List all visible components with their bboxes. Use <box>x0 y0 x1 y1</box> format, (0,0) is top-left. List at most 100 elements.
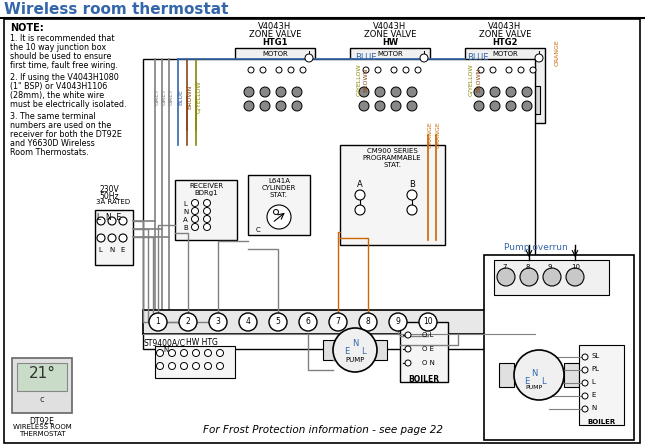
Text: 3A RATED: 3A RATED <box>96 199 130 205</box>
Circle shape <box>514 350 564 400</box>
Text: numbers are used on the: numbers are used on the <box>10 121 111 130</box>
Text: STAT.: STAT. <box>383 162 401 168</box>
Text: ZONE VALVE: ZONE VALVE <box>249 30 301 39</box>
Circle shape <box>474 101 484 111</box>
Circle shape <box>209 313 227 331</box>
Bar <box>475 60 535 80</box>
Circle shape <box>391 101 401 111</box>
Bar <box>465 48 545 123</box>
Circle shape <box>359 87 369 97</box>
Text: 6: 6 <box>306 317 310 326</box>
Text: first time, fault free wiring.: first time, fault free wiring. <box>10 61 118 70</box>
Circle shape <box>292 87 302 97</box>
Text: N: N <box>531 369 537 378</box>
Text: E: E <box>344 347 350 357</box>
Circle shape <box>582 393 588 399</box>
Text: Pump overrun: Pump overrun <box>504 243 568 252</box>
Text: L: L <box>183 201 187 207</box>
Circle shape <box>181 350 188 357</box>
Text: 5: 5 <box>275 317 281 326</box>
Bar <box>143 59 535 349</box>
Circle shape <box>119 234 127 242</box>
Text: CYLINDER: CYLINDER <box>262 185 296 191</box>
Text: 9: 9 <box>548 264 553 270</box>
Text: N: N <box>163 347 168 353</box>
Circle shape <box>329 313 347 331</box>
Circle shape <box>375 101 385 111</box>
Circle shape <box>204 207 210 215</box>
Circle shape <box>260 67 266 73</box>
Bar <box>494 260 609 295</box>
Text: V4043H: V4043H <box>488 22 522 31</box>
Text: BOILER: BOILER <box>587 419 615 425</box>
Bar <box>579 345 624 425</box>
Text: BROWN: BROWN <box>187 85 192 109</box>
Text: receiver for both the DT92E: receiver for both the DT92E <box>10 130 122 139</box>
Text: ST9400A/C: ST9400A/C <box>143 338 185 347</box>
Text: V4043H: V4043H <box>373 22 406 31</box>
Text: 2. If using the V4043H1080: 2. If using the V4043H1080 <box>10 73 119 82</box>
Bar <box>323 340 338 360</box>
Bar <box>175 180 237 240</box>
Text: C: C <box>256 227 261 233</box>
Circle shape <box>415 67 421 73</box>
Circle shape <box>157 363 163 370</box>
Text: 7: 7 <box>502 264 506 270</box>
Bar <box>240 86 310 114</box>
Bar <box>350 48 430 123</box>
Text: 3. The same terminal: 3. The same terminal <box>10 112 95 121</box>
Text: Room Thermostats.: Room Thermostats. <box>10 148 88 157</box>
Text: L: L <box>98 247 102 253</box>
Bar <box>360 60 420 80</box>
Circle shape <box>522 87 532 97</box>
Bar <box>248 175 310 235</box>
Circle shape <box>108 234 116 242</box>
Circle shape <box>530 67 536 73</box>
Bar <box>17 363 67 391</box>
Bar <box>400 322 448 382</box>
Text: L: L <box>361 347 365 357</box>
Text: HW HTG: HW HTG <box>186 338 218 347</box>
Circle shape <box>478 67 484 73</box>
Text: WIRELESS ROOM: WIRELESS ROOM <box>13 424 72 430</box>
Circle shape <box>405 360 411 366</box>
Text: MOTOR: MOTOR <box>492 51 518 57</box>
Circle shape <box>192 224 199 231</box>
Text: CM900 SERIES: CM900 SERIES <box>366 148 417 154</box>
Text: 2: 2 <box>186 317 190 326</box>
Circle shape <box>405 332 411 338</box>
Text: A: A <box>357 180 363 189</box>
Circle shape <box>181 363 188 370</box>
Circle shape <box>490 67 496 73</box>
Circle shape <box>566 268 584 286</box>
Text: V4043H: V4043H <box>259 22 292 31</box>
Text: 9: 9 <box>395 317 401 326</box>
Text: 8: 8 <box>366 317 370 326</box>
Circle shape <box>419 313 437 331</box>
Text: DT92E: DT92E <box>30 417 54 426</box>
Circle shape <box>355 190 365 200</box>
Text: 1. It is recommended that: 1. It is recommended that <box>10 34 115 43</box>
Text: (1" BSP) or V4043H1106: (1" BSP) or V4043H1106 <box>10 82 107 91</box>
Text: ORANGE: ORANGE <box>428 122 433 148</box>
Circle shape <box>407 101 417 111</box>
Text: N: N <box>352 340 358 349</box>
Text: For Frost Protection information - see page 22: For Frost Protection information - see p… <box>203 425 443 435</box>
Text: HW: HW <box>382 38 398 47</box>
Circle shape <box>119 217 127 225</box>
Circle shape <box>260 87 270 97</box>
Circle shape <box>276 101 286 111</box>
Circle shape <box>359 313 377 331</box>
Text: ORANGE: ORANGE <box>436 122 441 148</box>
Circle shape <box>506 101 516 111</box>
Circle shape <box>582 406 588 412</box>
Text: should be used to ensure: should be used to ensure <box>10 52 112 61</box>
Text: NOTE:: NOTE: <box>10 23 44 33</box>
Text: BROWN: BROWN <box>476 68 481 92</box>
Bar <box>155 346 235 378</box>
Circle shape <box>217 363 224 370</box>
Text: G/YELLOW: G/YELLOW <box>196 81 201 113</box>
Text: A: A <box>183 217 188 223</box>
Text: BOILER: BOILER <box>408 375 439 384</box>
Circle shape <box>204 199 210 207</box>
